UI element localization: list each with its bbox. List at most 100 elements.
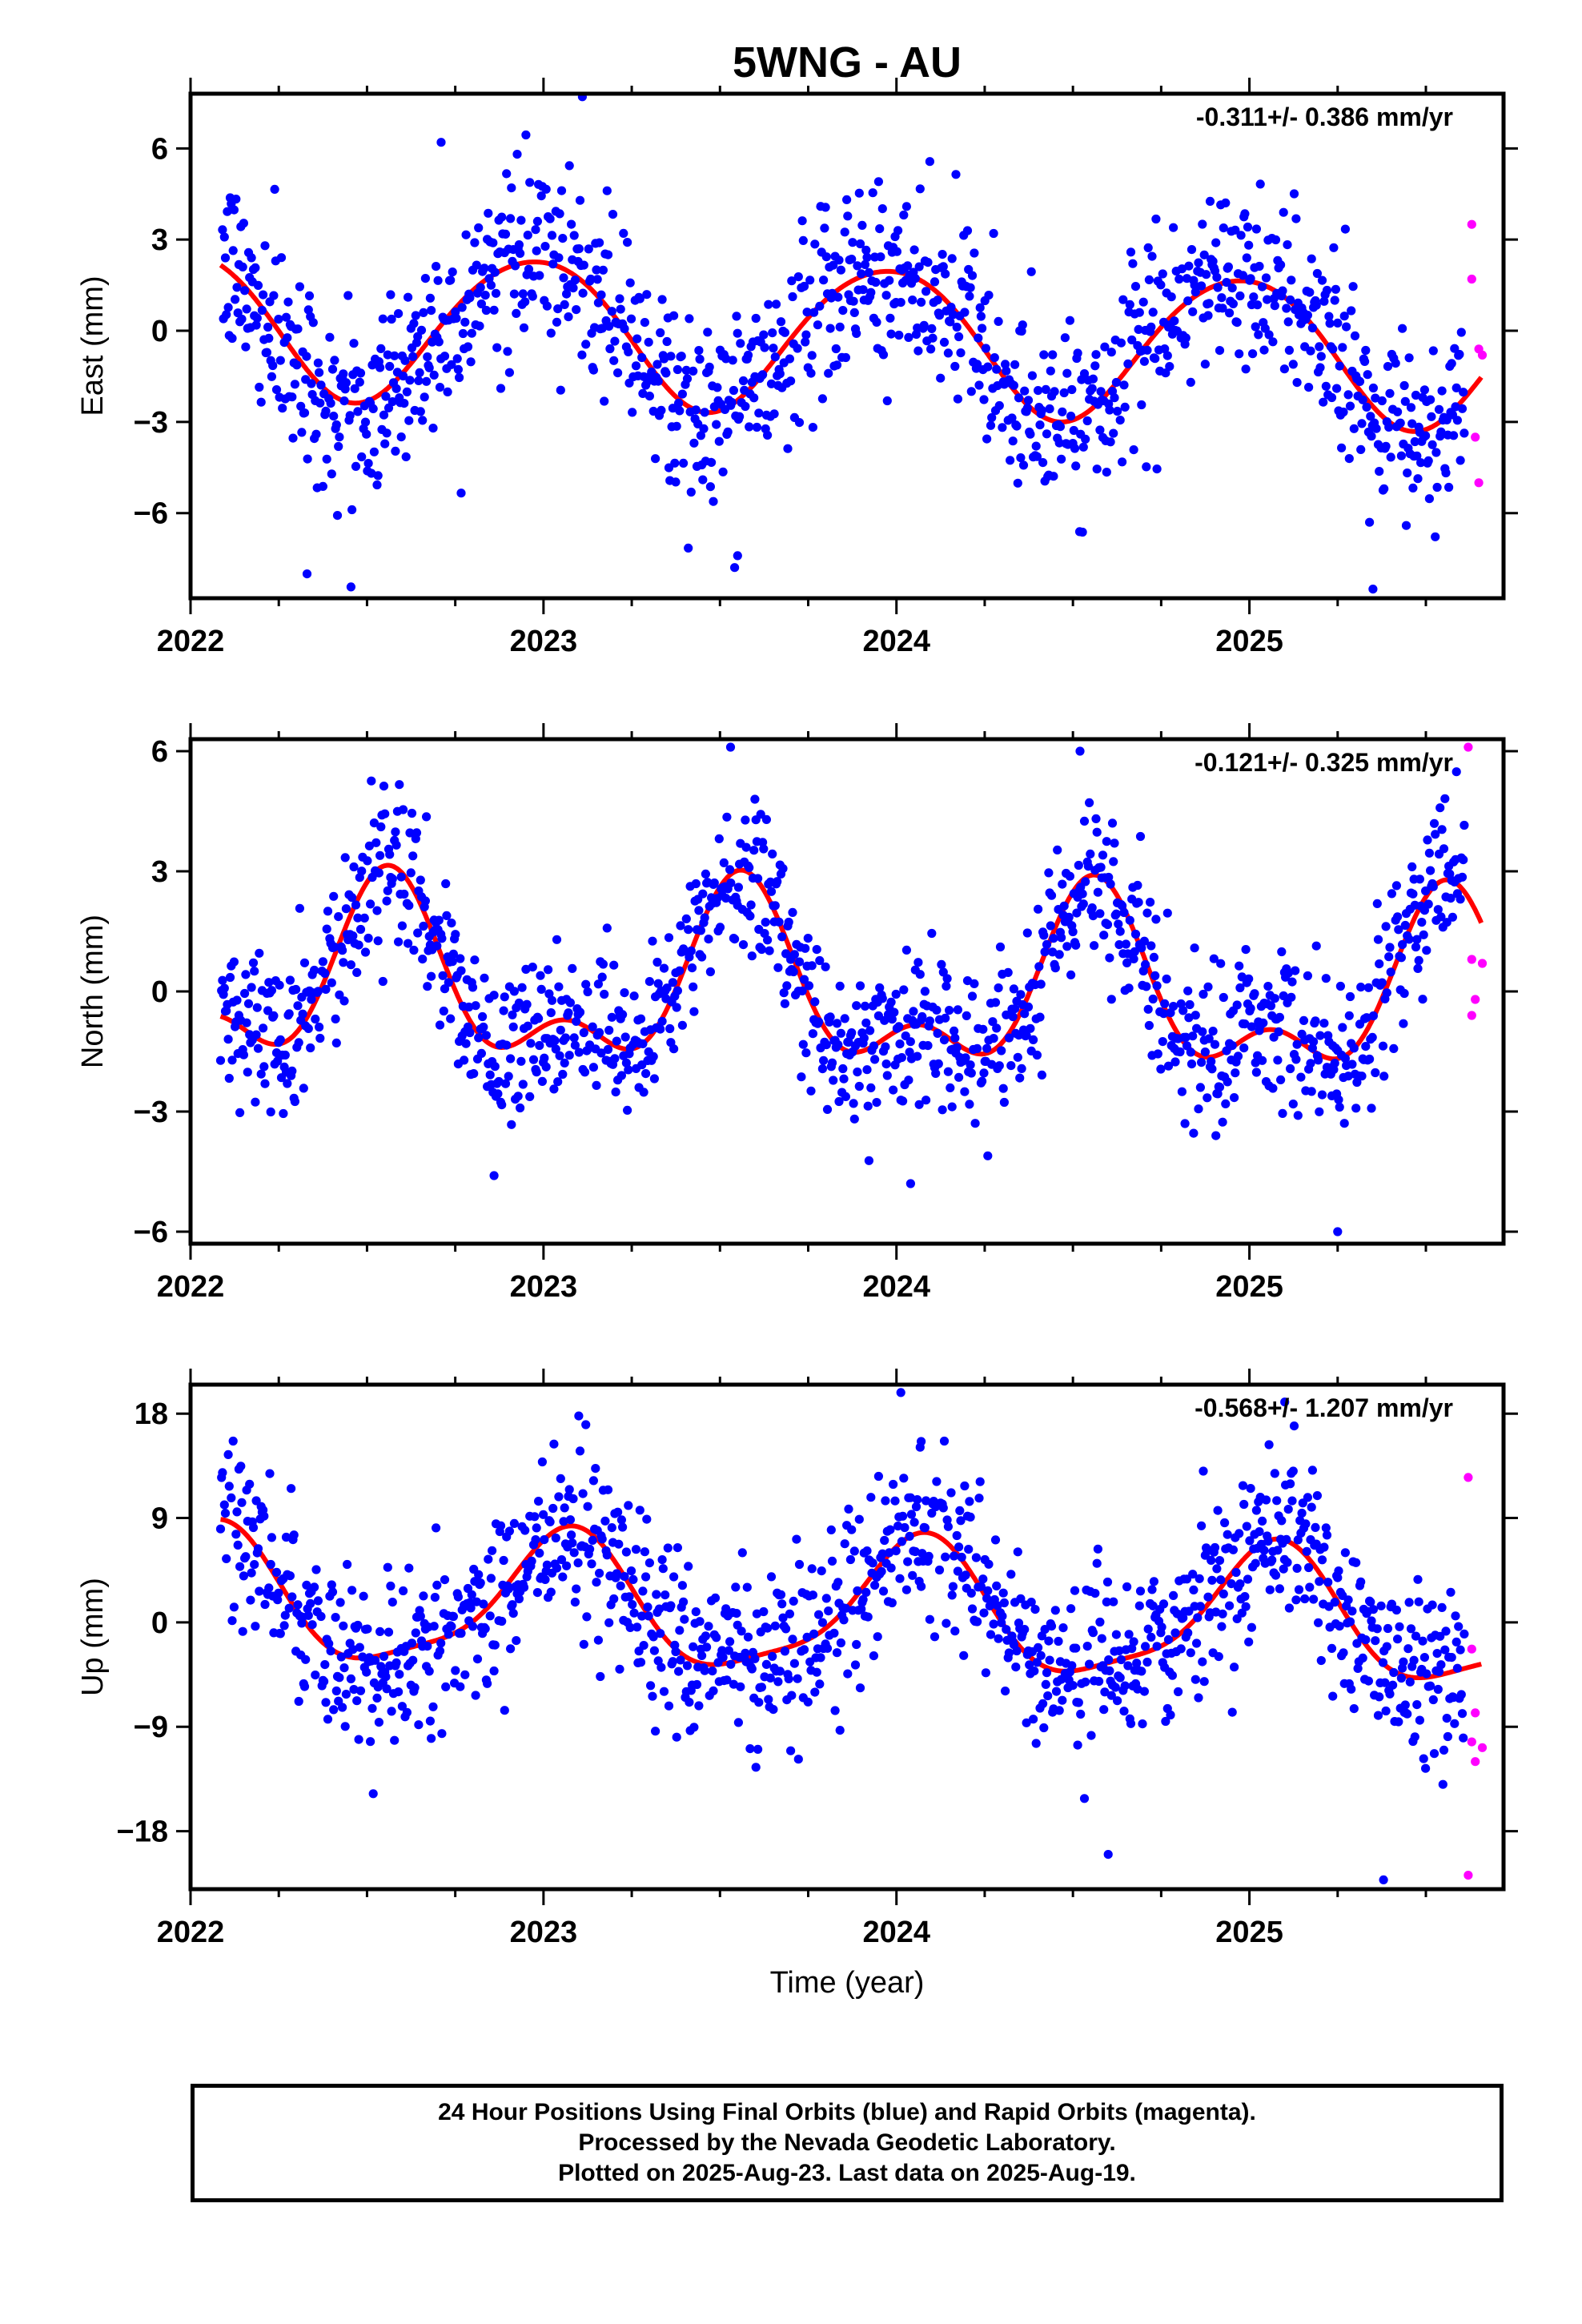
- up-final-point: [1441, 1626, 1451, 1636]
- north-y-tick-label: −3: [134, 1096, 168, 1129]
- north-final-point: [497, 1100, 507, 1110]
- east-rapid-point: [1477, 350, 1488, 360]
- north-final-point: [746, 900, 756, 910]
- east-final-point: [1434, 404, 1444, 414]
- up-final-point: [998, 1588, 1008, 1598]
- east-final-point: [1400, 396, 1410, 406]
- north-final-point: [218, 975, 227, 985]
- north-final-point: [435, 1020, 445, 1030]
- up-final-point: [1034, 1642, 1043, 1652]
- up-final-point: [386, 1581, 396, 1591]
- north-final-point: [833, 1040, 843, 1050]
- east-final-point: [1456, 456, 1465, 465]
- up-final-point: [816, 1653, 825, 1663]
- east-final-point: [351, 461, 361, 472]
- east-y-tick-label: 3: [151, 223, 168, 257]
- up-final-point: [579, 1639, 588, 1649]
- up-final-point: [1301, 1519, 1311, 1529]
- east-final-point: [815, 301, 825, 311]
- east-final-point: [446, 275, 456, 285]
- north-rate-label: -0.121+/- 0.325 mm/yr: [1195, 748, 1453, 777]
- north-final-point: [714, 834, 724, 843]
- up-final-point: [219, 1500, 229, 1510]
- up-final-point: [556, 1474, 565, 1483]
- east-final-point: [554, 253, 564, 263]
- up-final-point: [554, 1492, 564, 1502]
- up-final-point: [241, 1552, 251, 1562]
- east-final-point: [1182, 274, 1192, 283]
- east-final-point: [605, 344, 615, 354]
- up-final-point: [546, 1587, 556, 1597]
- north-final-point: [855, 981, 865, 991]
- east-final-point: [512, 308, 521, 318]
- north-final-point: [804, 981, 814, 991]
- up-final-point: [1409, 1655, 1419, 1665]
- north-final-point: [648, 936, 657, 946]
- north-final-point: [241, 970, 251, 979]
- north-final-point: [863, 1101, 873, 1111]
- north-final-point: [547, 995, 557, 1005]
- up-final-point: [603, 1485, 613, 1494]
- up-final-point: [1452, 1663, 1462, 1673]
- up-final-point: [441, 1682, 451, 1691]
- east-final-point: [564, 161, 574, 171]
- north-final-point: [470, 955, 480, 965]
- up-final-point: [1225, 1601, 1235, 1610]
- up-final-point: [329, 1705, 339, 1715]
- up-final-point: [661, 1590, 670, 1600]
- up-final-point: [840, 1539, 849, 1549]
- up-final-point: [964, 1545, 974, 1554]
- up-final-point: [562, 1561, 572, 1570]
- east-final-point: [1248, 349, 1258, 359]
- north-final-point: [574, 1047, 584, 1057]
- north-final-point: [834, 1096, 844, 1107]
- east-final-point: [1148, 308, 1158, 317]
- north-final-point: [1190, 943, 1199, 953]
- north-final-point: [758, 838, 768, 847]
- east-final-point: [572, 305, 581, 315]
- up-final-point: [1032, 1658, 1042, 1667]
- north-final-point: [1139, 936, 1149, 946]
- up-final-point: [924, 1551, 934, 1561]
- up-final-point: [1188, 1570, 1198, 1579]
- east-final-point: [1109, 428, 1118, 438]
- north-final-point: [1199, 989, 1208, 999]
- north-final-point: [1180, 1119, 1190, 1128]
- north-final-point: [251, 1030, 261, 1039]
- north-final-point: [269, 1011, 279, 1020]
- north-final-point: [303, 1023, 313, 1033]
- north-final-point: [494, 1076, 504, 1087]
- up-final-point: [1176, 1644, 1186, 1654]
- north-final-point: [1008, 1012, 1018, 1022]
- up-final-point: [870, 1580, 880, 1590]
- north-final-point: [722, 812, 732, 822]
- east-final-point: [677, 389, 688, 399]
- up-final-point: [347, 1586, 357, 1595]
- up-final-point: [476, 1578, 485, 1588]
- north-ylabel: North (mm): [76, 915, 110, 1068]
- east-final-point: [1078, 527, 1087, 537]
- up-final-point: [1193, 1613, 1203, 1622]
- north-final-point: [294, 1038, 303, 1047]
- east-final-point: [1183, 296, 1193, 306]
- north-final-point: [552, 935, 562, 944]
- north-final-point: [371, 838, 381, 847]
- north-final-point: [359, 913, 369, 923]
- north-final-point: [1287, 977, 1297, 987]
- east-final-point: [1186, 377, 1195, 387]
- north-final-point: [1107, 818, 1118, 828]
- up-final-point: [788, 1634, 797, 1644]
- up-final-point: [722, 1675, 732, 1685]
- north-final-point: [849, 1099, 858, 1108]
- up-final-point: [1111, 1630, 1121, 1639]
- east-final-point: [330, 356, 339, 365]
- footer-line-3: Plotted on 2025-Aug-23. Last data on 202…: [558, 2160, 1136, 2186]
- north-final-point: [1345, 991, 1355, 1002]
- up-final-point: [1139, 1687, 1149, 1696]
- east-final-point: [523, 231, 532, 240]
- up-final-point: [485, 1611, 495, 1621]
- east-final-point: [1366, 412, 1375, 421]
- up-final-point: [731, 1582, 741, 1592]
- east-final-point: [821, 252, 831, 262]
- up-final-point: [391, 1658, 401, 1667]
